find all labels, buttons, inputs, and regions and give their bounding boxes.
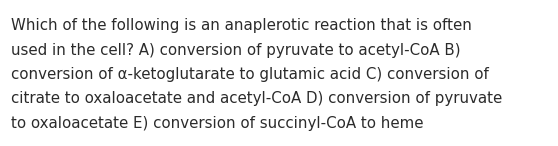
Text: conversion of α-ketoglutarate to glutamic acid C) conversion of: conversion of α-ketoglutarate to glutami… bbox=[11, 67, 489, 82]
Text: used in the cell? A) conversion of pyruvate to acetyl-CoA B): used in the cell? A) conversion of pyruv… bbox=[11, 42, 460, 58]
Text: to oxaloacetate E) conversion of succinyl-CoA to heme: to oxaloacetate E) conversion of succiny… bbox=[11, 116, 424, 131]
Text: citrate to oxaloacetate and acetyl-CoA D) conversion of pyruvate: citrate to oxaloacetate and acetyl-CoA D… bbox=[11, 92, 502, 106]
Text: Which of the following is an anaplerotic reaction that is often: Which of the following is an anaplerotic… bbox=[11, 18, 472, 33]
